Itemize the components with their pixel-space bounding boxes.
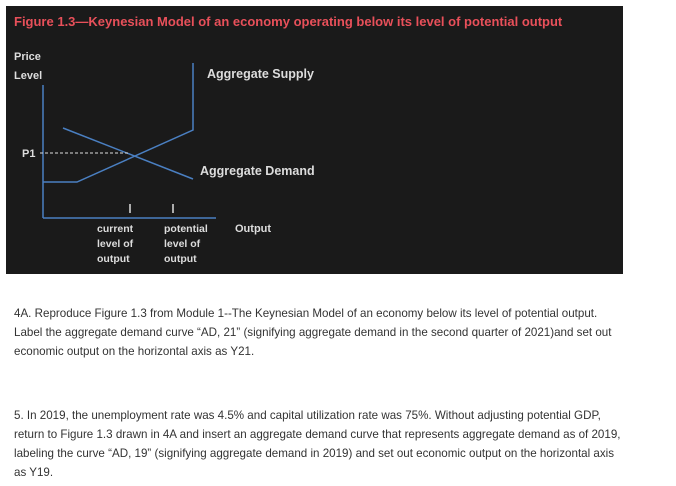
- y-axis-label: Price: [14, 51, 41, 63]
- question: 5. In 2019, the unemployment rate was 4.…: [14, 406, 621, 482]
- supply-label: Aggregate Supply: [207, 67, 314, 81]
- potential-label: potential: [164, 223, 208, 235]
- question-line: 5. In 2019, the unemployment rate was 4.…: [14, 409, 601, 422]
- question: 4A. Reproduce Figure 1.3 from Module 1--…: [14, 304, 611, 361]
- question-line: as Y19.: [14, 466, 54, 479]
- current-label: output: [97, 253, 130, 265]
- question-line: Label the aggregate demand curve “AD, 21…: [14, 326, 612, 339]
- figure-title: Figure 1.3—Keynesian Model of an economy…: [14, 14, 563, 29]
- x-axis-label: Output: [235, 223, 271, 235]
- demand-label: Aggregate Demand: [200, 164, 315, 178]
- question-line: economic output on the horizontal axis a…: [14, 345, 255, 358]
- question-line: return to Figure 1.3 drawn in 4A and ins…: [14, 428, 621, 441]
- potential-label: output: [164, 253, 197, 265]
- current-label: current: [97, 223, 134, 235]
- figure-background: [6, 6, 623, 274]
- current-label: level of: [97, 238, 134, 250]
- figure: Figure 1.3—Keynesian Model of an economy…: [6, 6, 623, 274]
- question-line: 4A. Reproduce Figure 1.3 from Module 1--…: [14, 307, 598, 320]
- y-axis-label: Level: [14, 70, 42, 82]
- question-line: labeling the curve “AD, 19” (signifying …: [14, 447, 615, 460]
- price-label: P1: [22, 148, 35, 160]
- potential-label: level of: [164, 238, 201, 250]
